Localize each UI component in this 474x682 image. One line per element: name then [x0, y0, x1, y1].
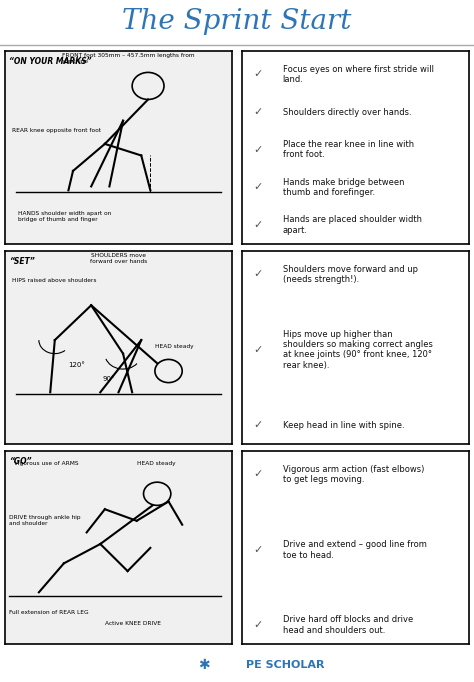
Text: Keep head in line with spine.: Keep head in line with spine. [283, 421, 404, 430]
Text: ✓: ✓ [253, 70, 263, 79]
Text: ✓: ✓ [253, 469, 263, 479]
Text: HIPS raised above shoulders: HIPS raised above shoulders [11, 278, 96, 283]
Text: ✓: ✓ [253, 345, 263, 355]
Text: ✱: ✱ [198, 658, 210, 672]
Text: HANDS shoulder width apart on
bridge of thumb and finger: HANDS shoulder width apart on bridge of … [18, 211, 112, 222]
Text: ✓: ✓ [253, 182, 263, 192]
Text: DRIVE through ankle hip
and shoulder: DRIVE through ankle hip and shoulder [9, 515, 81, 526]
Text: ✓: ✓ [253, 220, 263, 230]
Text: ✓: ✓ [253, 545, 263, 554]
Text: HEAD steady: HEAD steady [137, 461, 175, 466]
Text: Shoulders directly over hands.: Shoulders directly over hands. [283, 108, 411, 117]
Text: HEAD steady: HEAD steady [155, 344, 193, 349]
Text: ✓: ✓ [253, 107, 263, 117]
Text: PE SCHOLAR: PE SCHOLAR [246, 660, 325, 670]
Text: Shoulders move forward and up
(needs strength!).: Shoulders move forward and up (needs str… [283, 265, 418, 284]
Text: ✓: ✓ [253, 145, 263, 155]
Text: ✓: ✓ [253, 420, 263, 430]
Text: “GO”: “GO” [9, 457, 32, 466]
Text: ✓: ✓ [253, 269, 263, 280]
Text: REAR knee opposite front foot: REAR knee opposite front foot [11, 128, 100, 133]
Text: Place the rear knee in line with
front foot.: Place the rear knee in line with front f… [283, 140, 414, 160]
Text: FRONT foot 305mm – 457.5mm lengths from
start line: FRONT foot 305mm – 457.5mm lengths from … [62, 53, 194, 63]
Text: Active KNEE DRIVE: Active KNEE DRIVE [105, 621, 161, 626]
Text: Full extension of REAR LEG: Full extension of REAR LEG [9, 610, 89, 614]
Text: 120°: 120° [68, 362, 85, 368]
Text: SHOULDERS move
forward over hands: SHOULDERS move forward over hands [90, 253, 147, 264]
Text: Hands make bridge between
thumb and forefinger.: Hands make bridge between thumb and fore… [283, 178, 404, 197]
Text: Focus eyes on where first stride will
land.: Focus eyes on where first stride will la… [283, 65, 434, 84]
Text: ✓: ✓ [253, 620, 263, 630]
Text: Hands are placed shoulder width
apart.: Hands are placed shoulder width apart. [283, 216, 422, 235]
Text: “SET”: “SET” [9, 257, 35, 266]
Text: The Sprint Start: The Sprint Start [122, 8, 352, 35]
Text: Drive and extend – good line from
toe to head.: Drive and extend – good line from toe to… [283, 540, 427, 559]
Text: “ON YOUR MARKS”: “ON YOUR MARKS” [9, 57, 92, 66]
Text: Hips move up higher than
shoulders so making correct angles
at knee joints (90° : Hips move up higher than shoulders so ma… [283, 329, 433, 370]
Text: Vigorous use of ARMS: Vigorous use of ARMS [14, 461, 79, 466]
Text: Vigorous arm action (fast elbows)
to get legs moving.: Vigorous arm action (fast elbows) to get… [283, 464, 424, 484]
Text: Drive hard off blocks and drive
head and shoulders out.: Drive hard off blocks and drive head and… [283, 615, 413, 635]
Text: 90°: 90° [102, 376, 115, 382]
